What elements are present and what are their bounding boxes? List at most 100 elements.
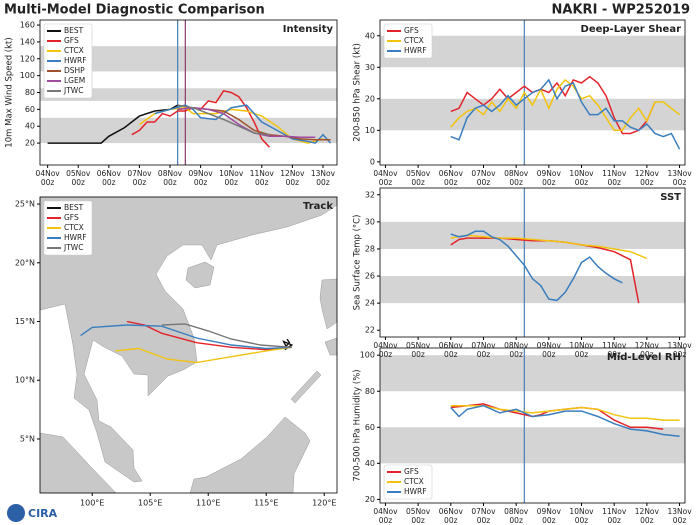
series-line [450,78,681,150]
panel-title: Mid-Level RH [607,352,681,363]
y-tick-label: 5°N [20,434,35,443]
legend-label: CTCX [404,477,424,486]
x-tick-label: 110°E [196,499,220,508]
x-tick-label: 13Nov 00z [667,169,692,187]
legend-label: BEST [64,26,84,35]
palawan [290,370,322,404]
series-line [450,230,623,302]
x-tick-label: 05Nov 00z [406,169,431,187]
plot-frame [379,187,686,338]
y-tick-label: 28 [365,244,375,253]
x-tick-label: 100°E [80,499,104,508]
series-line [177,104,270,136]
y-tick-label: 0 [370,157,375,166]
legend-label: GFS [404,467,419,476]
x-tick-label: 12Nov 00z [634,169,659,187]
y-tick-label: 26 [365,272,375,281]
x-tick-label: 09Nov 00z [536,507,561,525]
legend-box [383,23,433,59]
x-tick-label: 07Nov 00z [127,169,152,187]
legend-box [43,23,93,99]
legend-label: HWRF [64,56,87,65]
x-tick-label: 08Nov 00z [504,169,529,187]
series-line [450,404,680,438]
plot-frame [379,19,686,166]
y-tick-label: 20 [365,495,375,504]
mindoro [324,337,338,356]
x-tick-label: 07Nov 00z [471,169,496,187]
x-tick-label: 06Nov 00z [438,507,463,525]
x-tick-label: 13Nov 00z [667,341,692,359]
x-tick-label: 10Nov 00z [569,169,594,187]
panel-title: SST [660,192,681,203]
y-tick-label: 24 [365,299,375,308]
y-tick-label: 30 [365,63,375,72]
y-tick-label: 60 [25,105,35,114]
panel-title: Track [303,201,333,212]
y-tick-label: 100 [20,71,35,80]
logo-text: CIRA [28,507,58,520]
x-tick-label: 06Nov 00z [438,169,463,187]
y-tick-label: 15°N [15,317,35,326]
legend-label: CTCX [64,223,84,232]
x-tick-label: 04Nov 00z [373,169,398,187]
x-tick-label: 12Nov 00z [280,169,305,187]
legend-label: BEST [64,203,84,212]
legend-label: HWRF [404,487,427,496]
x-tick-label: 105°E [138,499,162,508]
x-tick-label: 06Nov 00z [438,341,463,359]
y-tick-label: 40 [365,31,375,40]
mainland [39,196,338,483]
x-tick-label: 120°E [312,499,336,508]
shade-band [380,427,685,464]
y-axis-label: 10m Max Wind Speed (kt) [5,37,15,147]
y-tick-label: 120 [20,54,35,63]
x-tick-label: 13Nov 00z [310,169,336,187]
borneo [189,416,311,494]
y-tick-label: 80 [25,88,35,97]
x-tick-label: 115°E [254,499,278,508]
x-tick-label: 11Nov 00z [249,169,274,187]
x-tick-label: 08Nov 00z [504,341,529,359]
x-tick-label: 10Nov 00z [219,169,244,187]
plot-frame [379,347,686,504]
luzon [319,278,338,330]
legend-label: JTWC [63,243,83,252]
legend-label: GFS [64,213,79,222]
y-tick-label: 60 [365,423,375,432]
y-tick-label: 160 [20,21,35,30]
x-tick-label: 04Nov 00z [373,341,398,359]
panel-title: Intensity [283,24,334,35]
legend-box [43,200,93,256]
plot-area [80,320,294,364]
series-line [450,404,680,421]
x-tick-label: 05Nov 00z [66,169,91,187]
series-line [177,106,316,138]
series-line [131,89,270,148]
legend-label: HWRF [64,233,87,242]
x-tick-label: 04Nov 00z [373,507,398,525]
y-tick-label: 40 [25,122,35,131]
y-tick-label: 20 [365,94,375,103]
x-tick-label: 11Nov 00z [602,169,627,187]
y-tick-label: 80 [365,387,375,396]
shade-band [380,221,685,249]
legend-label: LGEM [64,76,85,85]
x-tick-label: 07Nov 00z [471,341,496,359]
series-line [47,104,179,144]
legend-label: GFS [404,26,419,35]
plot-area [380,348,685,503]
hainan [185,261,215,289]
legend-label: GFS [64,36,79,45]
y-tick-label: 30 [365,217,375,226]
x-tick-label: 06Nov 00z [96,169,121,187]
logo-mark [7,504,25,522]
y-tick-label: 140 [20,37,35,46]
plot-area [380,188,685,337]
land [39,196,338,494]
x-tick-label: 11Nov 00z [602,341,627,359]
